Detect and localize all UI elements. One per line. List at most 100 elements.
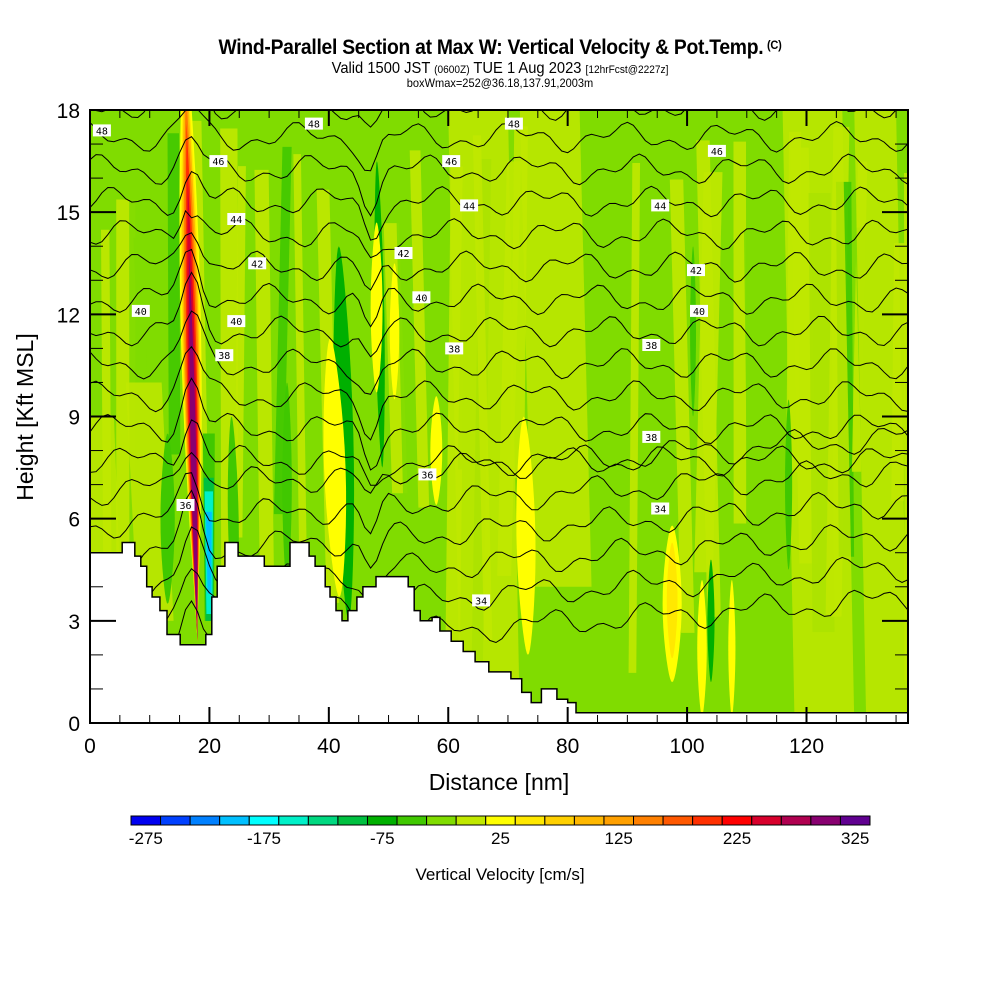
contour-label-box (651, 199, 670, 212)
updraft-51 (389, 263, 400, 400)
colorbar-swatch (633, 815, 664, 826)
colorbar-tick-label: -175 (247, 829, 281, 848)
contour-label-text: 38 (645, 341, 657, 352)
colorbar-tick-label: 325 (841, 829, 869, 848)
contour-label-text: 48 (508, 120, 520, 131)
contour-label-text: 36 (421, 470, 433, 481)
velocity-streak (234, 166, 246, 538)
colorbar-swatch (603, 815, 635, 826)
velocity-streak (628, 162, 641, 673)
contour-label: 44 (460, 199, 479, 212)
contour-label: 40 (690, 304, 708, 318)
box-info: boxWmax=252@36.18,137.91,2003m (406, 76, 594, 90)
colorbar-tick-label: -275 (129, 829, 163, 848)
colorbar-tick-label: 25 (491, 829, 510, 848)
contour-label: 40 (227, 315, 246, 328)
contour-label-text: 38 (448, 344, 460, 355)
colorbar-swatch (160, 815, 191, 826)
contour-label-text: 44 (230, 215, 242, 226)
theta-contour-line (90, 170, 908, 241)
chart-subtitle: Valid 1500 JST (0600Z) TUE 1 Aug 2023 [1… (40, 60, 960, 78)
contour-label: 38 (445, 342, 464, 355)
velocity-streak (167, 133, 181, 455)
chart-title-text: Wind-Parallel Section at Max W: Vertical… (218, 36, 764, 59)
updraft-103 (697, 579, 707, 717)
contour-label: 46 (442, 155, 461, 168)
theta-contour-line (90, 209, 908, 259)
contour-label: 42 (687, 264, 705, 277)
downdraft-streak (282, 382, 292, 587)
contour-label-box (131, 304, 150, 317)
contour-label-box (176, 499, 195, 511)
colorbar-swatch (396, 815, 428, 826)
contour-label-box (412, 291, 431, 304)
contour-label-text: 48 (96, 126, 108, 137)
velocity-zone (782, 110, 855, 723)
contour-label: 48 (304, 117, 323, 131)
colorbar-swatch (780, 815, 812, 826)
x-axis-title: Distance [nm] (429, 769, 570, 795)
velocity-zone (448, 110, 520, 723)
contour-label-text: 34 (475, 596, 487, 607)
x-tick-label: 120 (789, 735, 824, 758)
contour-label-text: 42 (397, 249, 409, 260)
contour-label-box (248, 257, 267, 270)
y-tick-label: 18 (57, 100, 80, 123)
contour-label: 42 (248, 257, 267, 270)
velocity-streak (409, 150, 430, 508)
colorbar-swatch (189, 815, 221, 826)
velocity-streak (733, 141, 747, 524)
contour-label-box (472, 594, 491, 607)
colorbar-swatch (544, 815, 575, 826)
contour-label-box (445, 342, 464, 355)
contour-label: 38 (215, 349, 234, 362)
contour-label-text: 40 (135, 307, 147, 318)
theta-contour-line (90, 248, 908, 328)
updraft-97-core (666, 542, 678, 659)
colorbar-swatch (839, 815, 871, 826)
colorbar-tick-label: 125 (605, 829, 633, 848)
colorbar-swatch (514, 815, 546, 826)
theta-contour-line (90, 271, 908, 358)
theta-contour-line (90, 310, 908, 395)
theta-contour-line (90, 460, 908, 539)
downdraft-streak (333, 246, 355, 621)
colorbar-swatch (366, 815, 398, 826)
contour-label-text: 46 (212, 157, 224, 168)
contour-label: 40 (412, 291, 431, 304)
y-axis-title: Height [Kft MSL] (12, 333, 38, 500)
contour-label-box (304, 117, 323, 130)
x-tick-label: 20 (198, 735, 221, 758)
theta-contour-line (90, 419, 908, 486)
velocity-streak (669, 179, 695, 633)
x-tick-label: 40 (317, 735, 340, 758)
contour-label-text: 44 (463, 201, 475, 212)
contour-label-text: 42 (251, 259, 263, 270)
x-tick-label: 80 (556, 735, 579, 758)
contour-label-text: 40 (230, 317, 242, 328)
colorbar-swatch (130, 815, 162, 826)
velocity-zone (519, 110, 592, 587)
contour-label: 48 (504, 117, 523, 131)
contour-label-box (227, 213, 246, 225)
colorbar: -275 -175 -75 25 125 225 325 (129, 815, 871, 848)
colorbar-swatch (337, 815, 368, 826)
y-tick-label: 3 (68, 611, 80, 634)
downdraft-streak (707, 559, 715, 683)
downdraft-level (205, 511, 212, 594)
colorbar-tick-label: -75 (370, 829, 395, 848)
velocity-field (90, 110, 908, 723)
contour-label-box (442, 155, 461, 168)
velocity-streak (273, 146, 292, 515)
contour-label: 40 (131, 304, 150, 318)
y-tick-label: 15 (57, 202, 80, 225)
contour-label-text: 36 (179, 501, 191, 512)
forecast-info: [12hrFcst@2227z] (585, 64, 669, 76)
contour-label-box (642, 339, 661, 351)
colorbar-tick-label: 225 (723, 829, 751, 848)
contour-label: 34 (651, 502, 670, 516)
contour-label: 48 (92, 124, 111, 137)
colorbar-swatch (455, 815, 487, 826)
